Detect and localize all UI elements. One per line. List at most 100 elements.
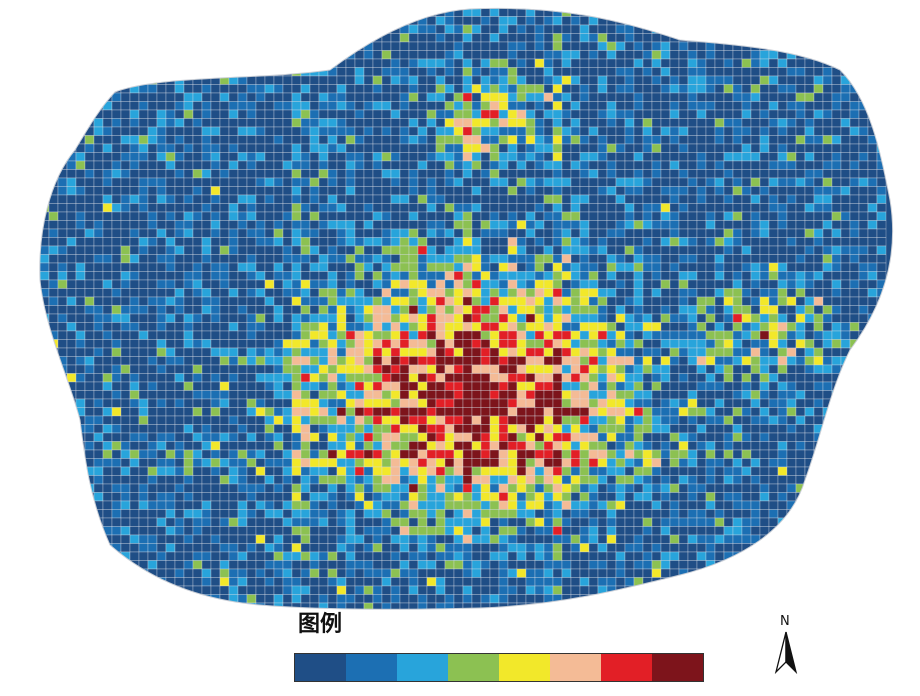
grid-cell — [714, 322, 725, 332]
grid-cell — [624, 58, 635, 68]
grid-cell — [723, 143, 734, 153]
grid-cell — [687, 58, 698, 68]
grid-cell — [840, 441, 851, 451]
grid-cell — [561, 339, 572, 349]
grid-cell — [399, 279, 410, 289]
grid-cell — [588, 432, 599, 442]
grid-cell — [174, 92, 185, 102]
grid-cell — [633, 135, 644, 145]
grid-cell — [840, 296, 851, 306]
grid-cell — [57, 330, 68, 340]
grid-cell — [462, 33, 473, 43]
grid-cell — [561, 84, 572, 94]
grid-cell — [651, 432, 662, 442]
grid-cell — [525, 143, 536, 153]
grid-cell — [408, 373, 419, 383]
grid-cell — [813, 152, 824, 162]
grid-cell — [183, 424, 194, 434]
grid-cell — [615, 330, 626, 340]
grid-cell — [363, 330, 374, 340]
grid-cell — [795, 245, 806, 255]
grid-cell — [408, 254, 419, 264]
grid-cell — [408, 398, 419, 408]
grid-cell — [678, 322, 689, 332]
grid-cell — [615, 92, 626, 102]
grid-cell — [147, 245, 158, 255]
grid-cell — [759, 347, 770, 357]
grid-cell — [786, 211, 797, 221]
grid-cell — [327, 41, 338, 51]
grid-cell — [579, 322, 590, 332]
grid-cell — [597, 126, 608, 136]
grid-cell — [111, 75, 122, 85]
grid-cell — [273, 415, 284, 425]
grid-cell — [732, 109, 743, 119]
grid-cell — [750, 288, 761, 298]
grid-cell — [633, 271, 644, 281]
grid-cell — [687, 254, 698, 264]
grid-cell — [435, 373, 446, 383]
grid-cell — [93, 356, 104, 366]
grid-cell — [147, 390, 158, 400]
grid-cell — [606, 41, 617, 51]
grid-cell — [345, 237, 356, 247]
grid-cell — [372, 407, 383, 417]
grid-cell — [498, 279, 509, 289]
grid-cell — [732, 339, 743, 349]
grid-cell — [156, 364, 167, 374]
grid-cell — [813, 288, 824, 298]
grid-cell — [354, 364, 365, 374]
grid-cell — [741, 254, 752, 264]
grid-cell — [471, 33, 482, 43]
grid-cell — [201, 211, 212, 221]
grid-cell — [426, 356, 437, 366]
grid-cell — [174, 58, 185, 68]
grid-cell — [858, 203, 869, 213]
grid-cell — [282, 33, 293, 43]
grid-cell — [300, 177, 311, 187]
grid-cell — [399, 84, 410, 94]
grid-cell — [561, 16, 572, 26]
grid-cell — [102, 407, 113, 417]
grid-cell — [462, 169, 473, 179]
grid-cell — [120, 50, 131, 60]
grid-cell — [678, 381, 689, 391]
grid-cell — [732, 8, 743, 17]
grid-cell — [777, 407, 788, 417]
grid-cell — [525, 356, 536, 366]
grid-cell — [822, 254, 833, 264]
grid-cell — [408, 322, 419, 332]
grid-cell — [156, 109, 167, 119]
grid-cell — [291, 373, 302, 383]
grid-cell — [507, 50, 518, 60]
grid-cell — [606, 109, 617, 119]
grid-cell — [282, 203, 293, 213]
grid-cell — [66, 41, 77, 51]
grid-cell — [516, 58, 527, 68]
grid-cell — [210, 194, 221, 204]
grid-cell — [102, 152, 113, 162]
grid-cell — [876, 118, 887, 128]
grid-cell — [786, 169, 797, 179]
grid-cell — [876, 84, 887, 94]
grid-cell — [327, 67, 338, 77]
grid-cell — [849, 126, 860, 136]
grid-cell — [678, 194, 689, 204]
grid-cell — [237, 135, 248, 145]
grid-cell — [219, 92, 230, 102]
grid-cell — [102, 8, 113, 17]
grid-cell — [75, 305, 86, 315]
grid-cell — [813, 415, 824, 425]
grid-cell — [210, 441, 221, 451]
grid-cell — [282, 160, 293, 170]
grid-cell — [363, 24, 374, 34]
grid-cell — [660, 373, 671, 383]
grid-cell — [777, 24, 788, 34]
grid-cell — [318, 390, 329, 400]
grid-cell — [507, 330, 518, 340]
grid-cell — [165, 296, 176, 306]
grid-cell — [228, 271, 239, 281]
grid-cell — [264, 415, 275, 425]
grid-cell — [705, 432, 716, 442]
grid-cell — [237, 186, 248, 196]
